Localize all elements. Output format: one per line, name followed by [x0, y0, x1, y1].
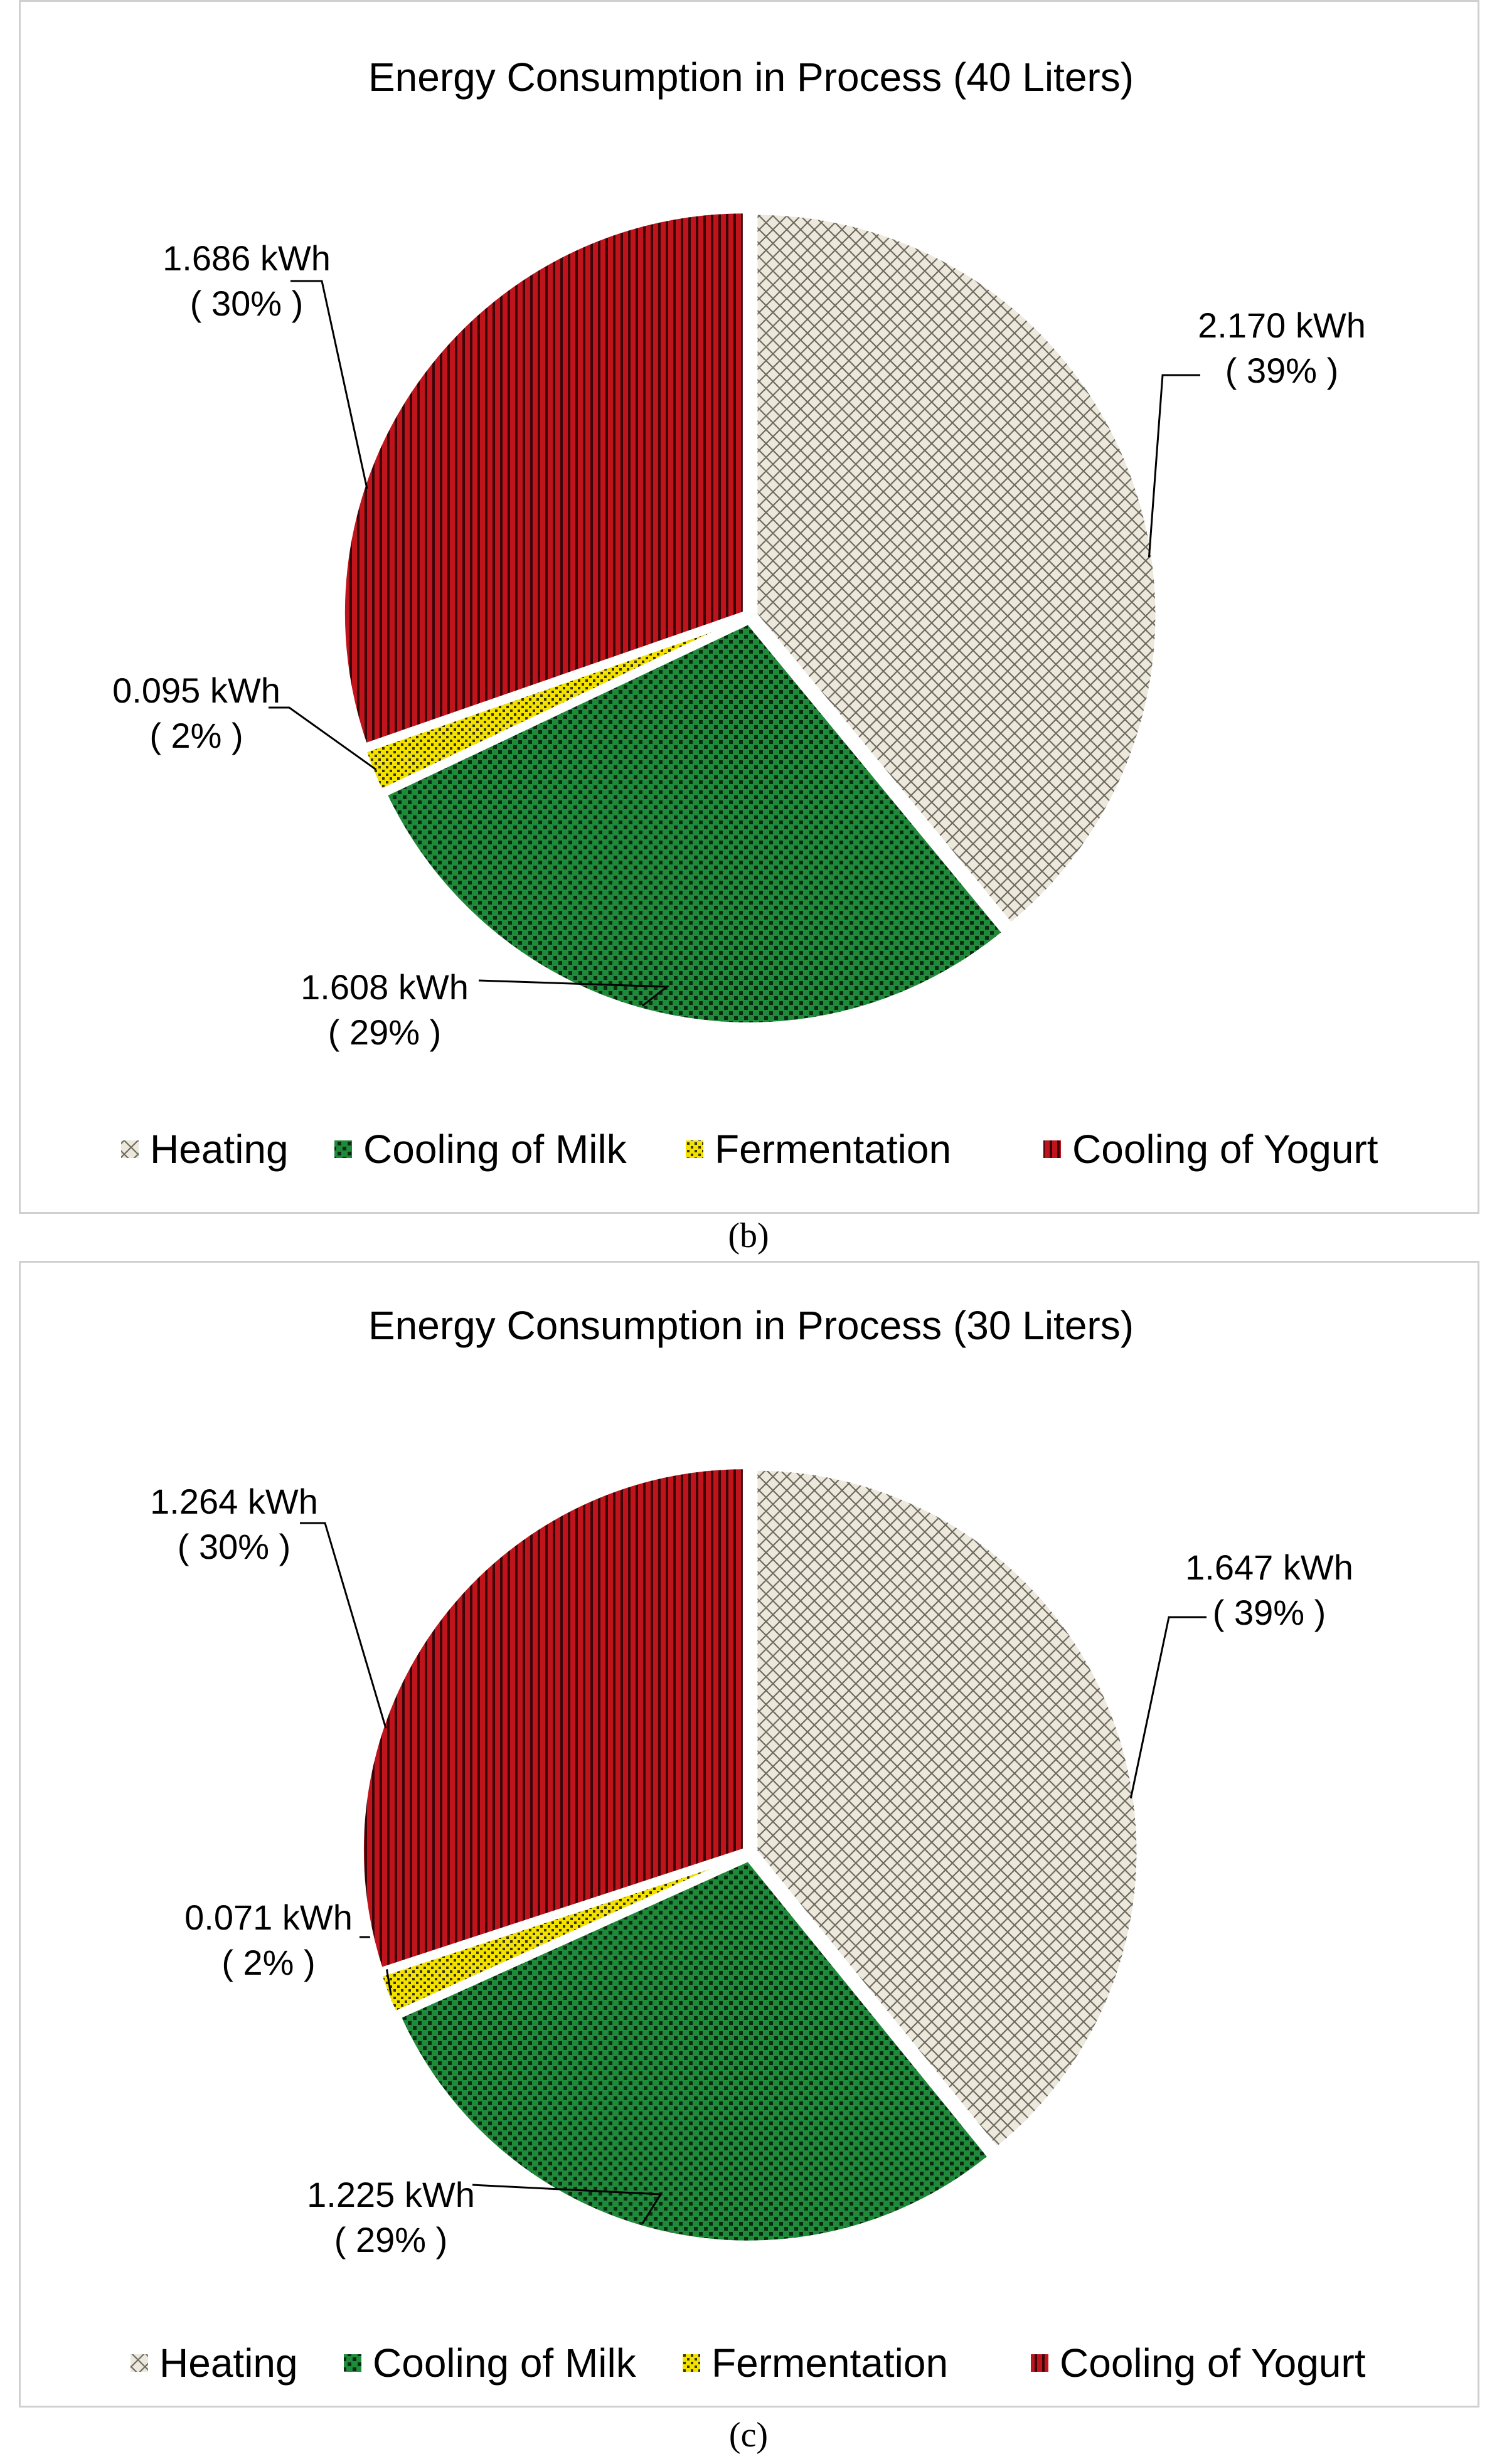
- legend-label-cooling-of-milk: Cooling of Milk: [373, 2340, 637, 2386]
- legend-swatch-heating: [131, 2354, 148, 2372]
- legend-label-heating: Heating: [150, 1127, 289, 1172]
- legend-swatch-fermentation: [686, 1140, 703, 1158]
- legend-label-cooling-of-milk: Cooling of Milk: [363, 1127, 627, 1172]
- leader-line-cooling-of-milk: [478, 979, 670, 1007]
- data-label-value: 0.095 kWh: [112, 671, 280, 710]
- data-label-percent: ( 39% ): [1213, 1593, 1326, 1632]
- pie-slice-heating: [754, 211, 1159, 927]
- data-label-value: 1.647 kWh: [1185, 1548, 1353, 1587]
- legend: Heating Cooling of Milk Fermentation Coolin…: [121, 1127, 1378, 1172]
- legend-label-cooling-of-yogurt: Cooling of Yogurt: [1060, 2340, 1366, 2386]
- legend-swatch-cooling-of-yogurt: [1031, 2354, 1048, 2372]
- data-label-percent: ( 2% ): [149, 716, 243, 755]
- leader-line-fermentation: [269, 706, 377, 771]
- data-label-value: 1.225 kWh: [307, 2175, 475, 2214]
- chart-panel-c: Energy Consumption in Process (30 Liters…: [19, 1261, 1479, 2408]
- legend-swatch-fermentation: [683, 2354, 700, 2372]
- figure-caption-c: (c): [728, 2416, 769, 2455]
- data-label-value: 0.071 kWh: [184, 1898, 353, 1937]
- pie-slice-cooling-of-yogurt: [341, 210, 747, 748]
- pie-slice-cooling-of-milk: [397, 1857, 993, 2244]
- legend-label-fermentation: Fermentation: [711, 2340, 948, 2386]
- leader-line-heating: [1129, 1616, 1207, 1799]
- pie-chart-40-liters: Energy Consumption in Process (40 Liters…: [112, 55, 1378, 1172]
- leader-line-cooling-of-milk: [472, 2184, 663, 2224]
- leader-line-heating: [1148, 374, 1200, 558]
- legend-swatch-cooling-of-milk: [334, 1140, 352, 1158]
- chart-title: Energy Consumption in Process (30 Liters…: [368, 1303, 1134, 1348]
- legend-label-cooling-of-yogurt: Cooling of Yogurt: [1072, 1127, 1378, 1172]
- pie-chart-30-liters: Energy Consumption in Process (30 Liters…: [131, 1303, 1366, 2386]
- data-label-value: 1.608 kWh: [301, 967, 469, 1007]
- data-label-percent: ( 29% ): [328, 1012, 442, 1052]
- pie-slice-heating: [754, 1467, 1141, 2152]
- legend-swatch-cooling-of-milk: [344, 2354, 361, 2372]
- legend-swatch-cooling-of-yogurt: [1043, 1140, 1061, 1158]
- data-label-percent: ( 29% ): [334, 2220, 448, 2260]
- data-label-value: 1.686 kWh: [162, 238, 331, 278]
- pie-slice-cooling-of-yogurt: [360, 1465, 747, 1972]
- figure-caption-b: (b): [728, 1216, 769, 1255]
- data-label-value: 2.170 kWh: [1198, 305, 1366, 345]
- pie-slice-fermentation: [378, 1854, 745, 2016]
- data-label-percent: ( 39% ): [1225, 351, 1339, 390]
- legend-label-fermentation: Fermentation: [715, 1127, 951, 1172]
- pie-slice-cooling-of-milk: [383, 620, 1006, 1026]
- legend-label-heating: Heating: [159, 2340, 298, 2386]
- leader-line-cooling-of-yogurt: [290, 280, 368, 489]
- leader-line-cooling-of-yogurt: [300, 1522, 387, 1729]
- legend: Heating Cooling of Milk Fermentation Coolin…: [131, 2340, 1366, 2386]
- data-label-percent: ( 30% ): [190, 284, 304, 323]
- legend-swatch-heating: [121, 1140, 139, 1158]
- data-label-percent: ( 30% ): [178, 1527, 291, 1566]
- data-label-percent: ( 2% ): [221, 1943, 315, 1982]
- pie-slice-fermentation: [362, 617, 745, 794]
- chart-title: Energy Consumption in Process (40 Liters…: [368, 55, 1134, 100]
- chart-panel-b: Energy Consumption in Process (40 Liters…: [19, 0, 1479, 1214]
- data-label-value: 1.264 kWh: [150, 1482, 318, 1521]
